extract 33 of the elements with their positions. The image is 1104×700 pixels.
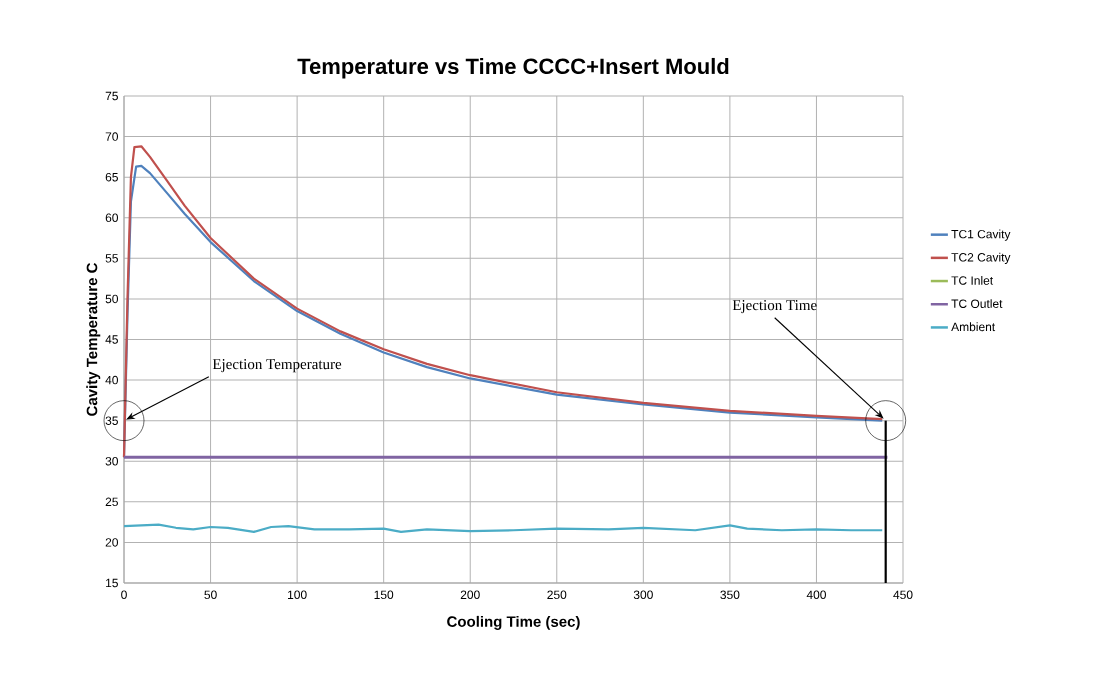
legend-label: TC2 Cavity (951, 252, 1011, 264)
y-tick-label: 55 (105, 254, 118, 263)
y-tick-label: 40 (105, 375, 119, 385)
x-tick-label: 450 (893, 590, 913, 600)
x-tick-label: 400 (806, 590, 826, 600)
x-tick-label: 300 (633, 590, 653, 600)
x-tick-label: 200 (460, 590, 480, 600)
x-tick-label: 100 (288, 590, 307, 600)
legend-label: TC Inlet (951, 275, 994, 285)
y-tick-label: 15 (106, 578, 118, 588)
x-tick-label: 50 (204, 590, 217, 600)
legend-label: TC Outlet (951, 299, 1003, 308)
y-tick-label: 20 (105, 538, 119, 547)
y-tick-label: 35 (105, 416, 118, 425)
y-tick-label: 75 (105, 91, 118, 101)
x-axis-title: Cooling Time (sec) (447, 615, 580, 630)
y-tick-label: 65 (105, 172, 118, 182)
y-tick-label: 60 (105, 213, 119, 222)
legend-label: Ambient (951, 322, 996, 332)
y-axis-title: Cavity Temperature C (86, 262, 101, 416)
annotation: Ejection Temperature (212, 359, 342, 373)
x-tick-label: 150 (374, 590, 394, 600)
x-tick-label: 350 (720, 590, 740, 600)
annotation: Ejection Time (732, 300, 817, 314)
y-tick-label: 45 (105, 335, 118, 344)
legend-label: TC1 Cavity (951, 229, 1011, 241)
y-tick-label: 30 (105, 456, 119, 466)
y-tick-label: 70 (105, 132, 119, 141)
x-tick-label: 0 (121, 590, 127, 600)
y-tick-label: 25 (105, 497, 118, 507)
y-tick-label: 50 (105, 294, 119, 304)
chart-title: Temperature vs Time CCCC+Insert Mould (297, 57, 729, 79)
x-tick-label: 250 (547, 590, 567, 600)
